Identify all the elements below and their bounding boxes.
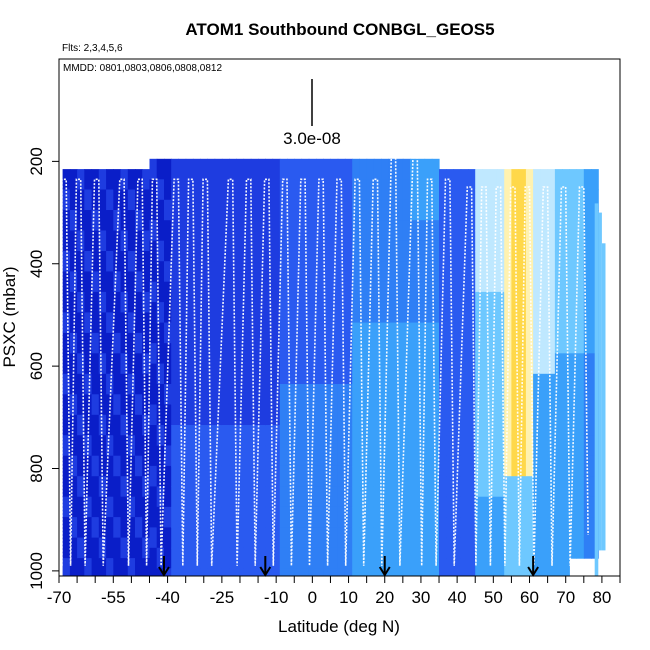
x-tick-label: -70 bbox=[47, 588, 72, 607]
x-tick-label: 20 bbox=[375, 588, 394, 607]
x-tick-label: 60 bbox=[520, 588, 539, 607]
arrow-markers bbox=[158, 556, 539, 577]
x-axis-label: Latitude (deg N) bbox=[278, 617, 400, 636]
x-tick-label: 80 bbox=[592, 588, 611, 607]
chart-title: ATOM1 Southbound CONBGL_GEOS5 bbox=[185, 20, 494, 39]
x-tick-label: -10 bbox=[264, 588, 289, 607]
x-tick-label: 40 bbox=[448, 588, 467, 607]
y-tick-label: 400 bbox=[27, 250, 46, 278]
y-axis: 200 400 600 800 1000 bbox=[27, 147, 60, 590]
x-tick-label: -25 bbox=[210, 588, 235, 607]
x-tick-label: 10 bbox=[339, 588, 358, 607]
x-tick-label: 0 bbox=[308, 588, 317, 607]
x-tick-label: 50 bbox=[484, 588, 503, 607]
x-tick-label: 70 bbox=[556, 588, 575, 607]
y-tick-label: 200 bbox=[27, 147, 46, 175]
x-tick-label: -55 bbox=[101, 588, 126, 607]
y-tick-label: 1000 bbox=[27, 552, 46, 590]
arrow-marker bbox=[259, 556, 272, 577]
scale-value-label: 3.0e-08 bbox=[283, 129, 341, 148]
arrow-marker bbox=[378, 556, 391, 577]
y-tick-label: 600 bbox=[27, 352, 46, 380]
dates-note: MMDD: 0801,0803,0806,0808,0812 bbox=[63, 63, 222, 74]
y-tick-label: 800 bbox=[27, 454, 46, 482]
flights-note: Flts: 2,3,4,5,6 bbox=[62, 43, 123, 54]
arrow-marker bbox=[527, 556, 539, 577]
curtain-field bbox=[62, 158, 606, 576]
x-tick-label: -40 bbox=[155, 588, 180, 607]
flight-profiles bbox=[61, 155, 589, 566]
x-tick-label: 30 bbox=[411, 588, 430, 607]
arrow-marker bbox=[158, 556, 170, 577]
x-axis: -70 -55 -40 -25 -10 0 10 20 30 40 50 60 70 80 bbox=[47, 575, 621, 607]
y-axis-label: PSXC (mbar) bbox=[0, 266, 19, 367]
